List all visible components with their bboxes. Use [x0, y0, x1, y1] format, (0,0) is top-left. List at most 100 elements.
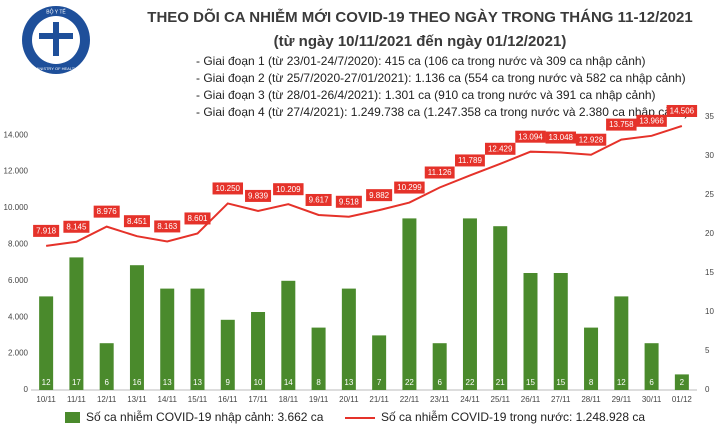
bar — [674, 374, 689, 390]
x-tick-label: 19/11 — [309, 395, 329, 404]
value-label-text: 13.758 — [609, 120, 634, 129]
value-label-box — [245, 189, 272, 202]
bar — [99, 343, 114, 390]
value-label-box — [33, 224, 60, 237]
bar — [281, 280, 296, 390]
x-tick-label: 28/11 — [581, 395, 601, 404]
value-label: 12.429 — [484, 142, 516, 155]
value-label-box — [273, 183, 304, 196]
bar-label: 15 — [556, 378, 565, 387]
x-tick-label: 27/11 — [551, 395, 571, 404]
value-label-text: 13.048 — [549, 133, 574, 142]
bar — [220, 319, 235, 390]
value-label-text: 8.601 — [187, 214, 208, 223]
value-label-text: 10.299 — [397, 183, 422, 192]
bar-label: 13 — [344, 378, 353, 387]
value-label-box — [424, 166, 455, 179]
value-label-box — [515, 130, 546, 143]
value-label: 9.518 — [335, 195, 362, 208]
bar-label: 10 — [254, 378, 263, 387]
legend-label: Số ca nhiễm COVID-19 trong nước: 1.248.9… — [381, 409, 645, 424]
value-label-box — [575, 133, 607, 146]
logo-text: MINISTRY OF HEALTH — [35, 66, 77, 71]
bar-label: 22 — [466, 378, 475, 387]
y-tick-label: 10.000 — [4, 203, 29, 212]
bar-label: 17 — [72, 378, 81, 387]
y2-tick-label: 20 — [705, 229, 714, 238]
bar-label: 12 — [617, 378, 626, 387]
bar — [190, 288, 205, 390]
value-label: 13.758 — [606, 118, 637, 131]
value-label-text: 12.928 — [579, 135, 604, 144]
value-label: 13.966 — [636, 114, 667, 127]
value-label-text: 8.145 — [66, 222, 87, 231]
value-label-text: 10.250 — [216, 184, 241, 193]
value-label-box — [606, 118, 637, 131]
value-label-text: 9.518 — [339, 197, 360, 206]
value-label-text: 7.918 — [36, 227, 57, 236]
value-label: 10.250 — [212, 182, 244, 195]
value-label-box — [394, 181, 425, 194]
bar — [432, 343, 447, 390]
bar-label: 7 — [377, 378, 382, 387]
y2-tick-label: 5 — [705, 346, 710, 355]
x-tick-label: 12/11 — [97, 395, 117, 404]
x-tick-label: 11/11 — [67, 395, 86, 404]
bar — [553, 273, 568, 390]
bar-label: 13 — [163, 378, 172, 387]
legend-label: Số ca nhiễm COVID-19 nhập cảnh: 3.662 ca — [86, 409, 324, 424]
x-tick-label: 14/11 — [158, 395, 178, 404]
value-label-box — [636, 114, 667, 127]
bar-label: 8 — [316, 378, 321, 387]
x-tick-label: 30/11 — [642, 395, 662, 404]
bar-label: 6 — [104, 378, 109, 387]
y-tick-label: 2.000 — [8, 349, 29, 358]
legend-swatch — [65, 412, 80, 423]
bar-label: 12 — [42, 378, 51, 387]
value-label-box — [123, 215, 150, 228]
value-label: 9.882 — [366, 189, 393, 202]
bar — [69, 257, 84, 390]
value-label-box — [484, 142, 516, 155]
y-tick-label: 8.000 — [8, 240, 29, 249]
bar-label: 14 — [284, 378, 293, 387]
bar-label: 6 — [649, 378, 654, 387]
value-label-text: 8.976 — [97, 207, 118, 216]
bar — [39, 296, 54, 390]
annotation: - Giai đoạn 3 (từ 28/01-26/4/2021): 1.30… — [196, 88, 656, 102]
value-label: 9.839 — [245, 189, 272, 202]
value-label-box — [184, 212, 211, 225]
line — [46, 125, 683, 247]
value-label: 10.299 — [394, 181, 425, 194]
x-tick-label: 20/11 — [339, 395, 359, 404]
value-label-box — [93, 205, 120, 218]
bar — [402, 218, 417, 390]
bar-label: 6 — [437, 378, 442, 387]
x-tick-label: 16/11 — [218, 395, 238, 404]
value-label-box — [305, 193, 332, 206]
chart-title: THEO DÕI CA NHIỄM MỚI COVID-19 THEO NGÀY… — [147, 8, 692, 26]
bar-label: 15 — [526, 378, 535, 387]
x-tick-label: 15/11 — [188, 395, 208, 404]
value-label-box — [335, 195, 362, 208]
value-label-box — [63, 220, 90, 233]
value-label-box — [545, 131, 577, 144]
annotation: - Giai đoạn 4 (từ 27/4/2021): 1.249.738 … — [196, 105, 688, 119]
value-label-box — [366, 189, 393, 202]
bar — [129, 265, 144, 390]
bar — [372, 335, 387, 390]
annotation: - Giai đoạn 1 (từ 23/01-24/7/2020): 415 … — [196, 54, 646, 68]
value-label: 8.451 — [123, 215, 150, 228]
bar-label: 9 — [226, 378, 231, 387]
value-label: 9.617 — [305, 193, 332, 206]
value-label: 8.145 — [63, 220, 90, 233]
value-label: 11.789 — [455, 154, 485, 167]
value-label-text: 10.209 — [276, 185, 301, 194]
value-label-box — [666, 104, 698, 117]
value-label: 8.976 — [93, 205, 120, 218]
value-label-box — [455, 154, 485, 167]
bar — [523, 273, 538, 390]
value-label-text: 8.163 — [157, 222, 178, 231]
x-tick-label: 22/11 — [400, 395, 420, 404]
